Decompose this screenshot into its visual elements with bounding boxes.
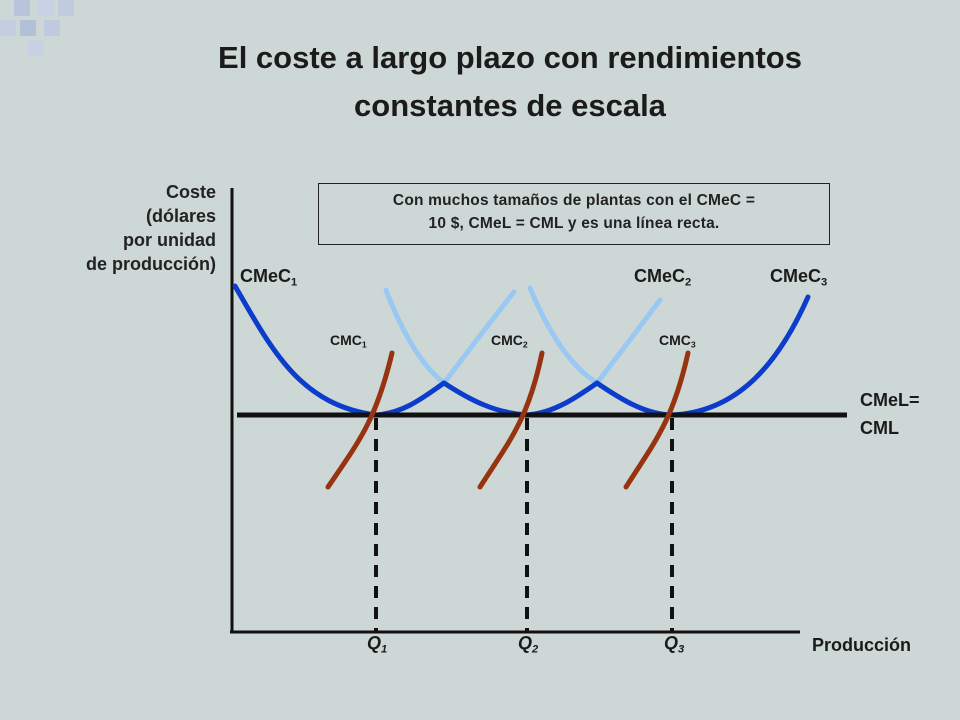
cmel-label-line-1: CMeL= [860,390,920,410]
cmc1-label-sub: 1 [361,339,367,350]
cmec3-extension-left [527,285,600,386]
annotation-line-2: 10 $, CMeL = CML y es una línea recta. [428,215,720,232]
cmc3-label-sub: 3 [690,339,696,350]
cmc3-curve [623,350,691,490]
q3-label-base: Q [664,633,679,653]
cmc2-label-sub: 2 [522,339,528,350]
decorative-squares [0,0,74,56]
cmec3-label-base: CMeC [770,266,822,286]
cmec2-extension-right [594,297,663,386]
cmec1-curve [232,283,447,418]
q3-label-sub: 3 [678,643,685,656]
y-axis-label-line-4: de producción) [86,254,216,274]
cmc1-curve [325,350,395,490]
cmec1-label-base: CMeC [240,266,292,286]
q2-label: Q2 [518,633,538,655]
cmc3-label: CMC3 [659,332,696,350]
x-axis-label: Producción [812,635,912,655]
cmc2-label-base: CMC [491,332,523,348]
cmec1-label-sub: 1 [291,276,298,289]
slide-title: El coste a largo plazo con rendimientos … [60,34,960,130]
cmec3-label-sub: 3 [821,276,828,289]
q1-label: Q1 [367,633,387,655]
y-axis-label-line-1: Coste [165,182,216,202]
title-line-1: El coste a largo plazo con rendimientos [218,40,802,75]
cmec1-label: CMeC1 [240,266,297,288]
q2-label-base: Q [518,633,533,653]
y-axis-label-line-2: (dólares [145,206,216,226]
cmec1-extension [441,289,517,386]
cmec2-label: CMeC2 [634,266,691,288]
cmc1-label: CMC1 [330,332,367,350]
cmel-cml-label: CMeL= CML [860,386,920,442]
q3-label: Q3 [664,633,684,655]
cmec2-label-sub: 2 [685,276,692,289]
q1-label-sub: 1 [381,643,388,656]
y-axis-label: Coste (dólares por unidad de producción) [86,180,216,276]
y-axis-label-line-3: por unidad [123,230,216,250]
q2-label-sub: 2 [532,643,539,656]
cmc2-label: CMC2 [491,332,528,350]
cmec2-label-base: CMeC [634,266,686,286]
cmel-label-line-2: CML [860,418,899,438]
cmec2-extension-left [383,287,447,386]
q1-label-base: Q [367,633,382,653]
cmec3-curve [594,294,811,418]
title-line-2: constantes de escala [354,88,666,123]
annotation-line-1: Con muchos tamaños de plantas con el CMe… [392,192,756,209]
cmec2-curve [441,380,600,418]
cmec3-label: CMeC3 [770,266,827,288]
cmc1-label-base: CMC [330,332,362,348]
cmc2-curve [477,350,545,490]
annotation-box: Con muchos tamaños de plantas con el CMe… [318,183,830,245]
cmc3-label-base: CMC [659,332,691,348]
